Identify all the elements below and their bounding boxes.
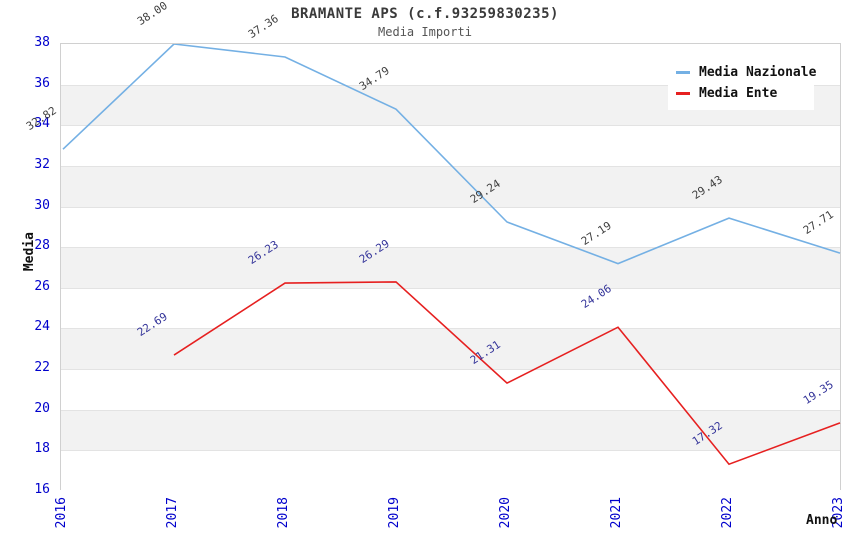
x-tick-label: 2016: [54, 497, 69, 529]
legend: Media Nazionale Media Ente: [668, 56, 816, 110]
grid-band: [61, 287, 840, 329]
x-tick-label: 2017: [165, 497, 180, 529]
x-tick-label: 2021: [609, 497, 624, 529]
x-axis-title: Anno: [806, 513, 838, 528]
legend-item-media-ente: Media Ente: [676, 83, 806, 104]
gridline: [61, 287, 840, 289]
gridline: [61, 165, 840, 167]
series-lines: [62, 44, 841, 466]
grid-band: [61, 450, 840, 491]
y-tick-label: 24: [34, 319, 50, 335]
grid-band: [61, 328, 840, 370]
gridline: [61, 328, 840, 330]
gridline: [61, 125, 840, 127]
y-axis-title: Media: [22, 232, 37, 272]
y-tick-label: 22: [34, 360, 50, 376]
plot-area: [60, 43, 841, 491]
y-tick-label: 34: [34, 116, 50, 132]
y-tick-label: 38: [34, 35, 50, 50]
legend-label: Media Ente: [699, 86, 778, 101]
y-tick-label: 26: [34, 278, 50, 294]
grid-band: [61, 369, 840, 410]
gridline: [61, 247, 840, 249]
x-tick-label: 2022: [720, 497, 735, 529]
gridline: [61, 206, 840, 208]
y-tick-label: 20: [34, 400, 50, 416]
grid-band: [61, 125, 840, 166]
legend-swatch: [676, 71, 690, 74]
series-line-media-nazionale: [62, 44, 841, 265]
y-tick-label: 16: [34, 482, 50, 497]
grid-band: [61, 165, 840, 207]
chart-subtitle: Media Importi: [378, 25, 472, 39]
series-line-media-ente: [173, 281, 841, 466]
grid-band: [61, 206, 840, 248]
y-tick-label: 18: [34, 441, 50, 457]
legend-swatch: [676, 92, 690, 95]
y-tick-label: 32: [34, 156, 50, 172]
x-tick-label: 2018: [276, 497, 291, 529]
grid-band: [61, 247, 840, 288]
x-tick-label: 2020: [498, 497, 513, 529]
y-tick-label: 28: [34, 238, 50, 254]
gridline: [61, 369, 840, 371]
gridline: [61, 450, 840, 452]
legend-label: Media Nazionale: [699, 65, 817, 80]
y-tick-label: 36: [34, 75, 50, 91]
grid-band: [61, 409, 840, 451]
chart-title: BRAMANTE APS (c.f.93259830235): [291, 6, 559, 22]
gridline: [61, 84, 840, 86]
y-tick-label: 30: [34, 197, 50, 213]
x-tick-label: 2019: [387, 497, 402, 529]
legend-item-media-nazionale: Media Nazionale: [676, 62, 816, 83]
gridline: [61, 409, 840, 411]
